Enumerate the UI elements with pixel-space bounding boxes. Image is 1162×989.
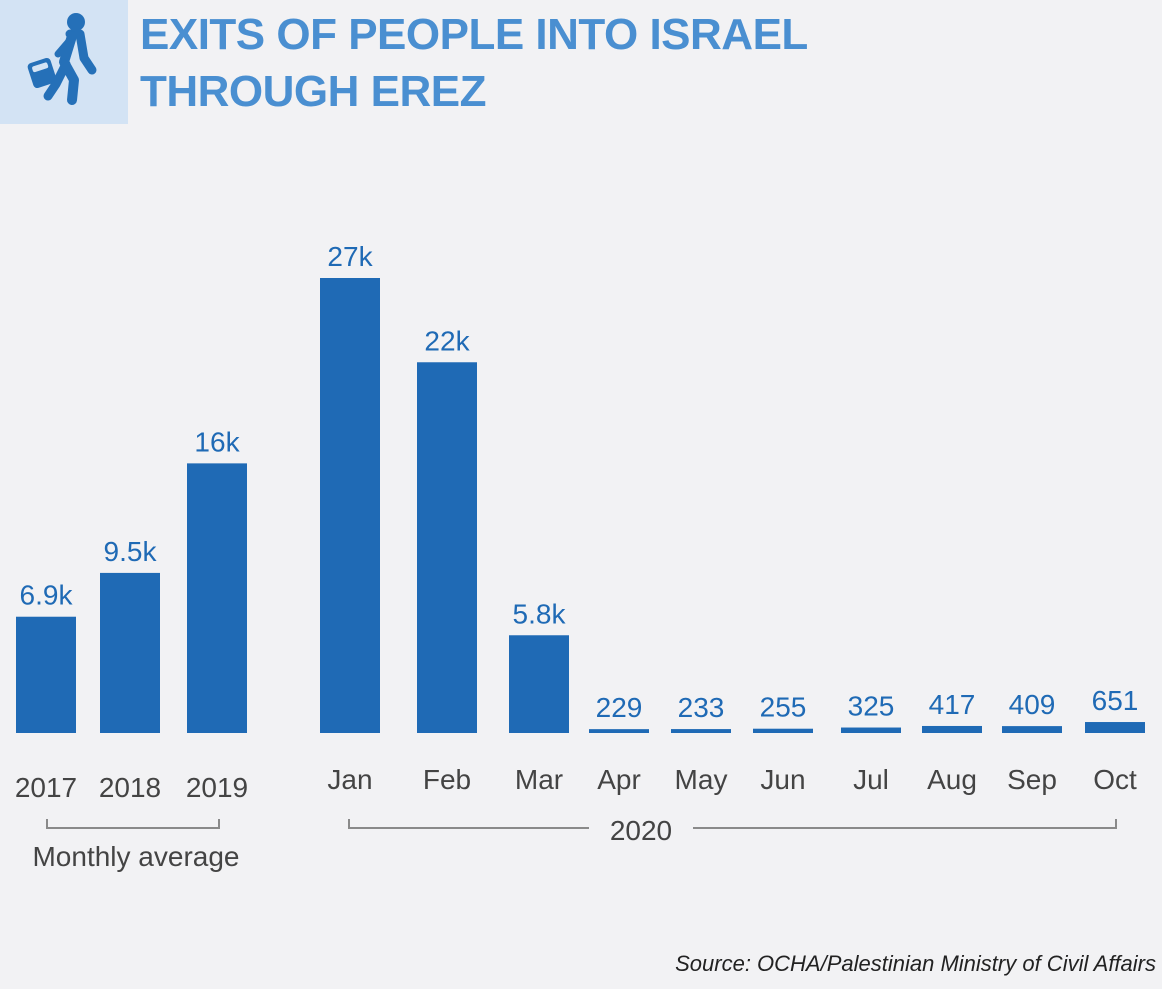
data-label-jan: 27k (327, 241, 373, 272)
data-label-apr: 229 (596, 692, 643, 723)
bar-apr (589, 729, 649, 733)
data-label-may: 233 (678, 692, 725, 723)
tick-label-may: May (675, 764, 728, 795)
title-line-2: THROUGH EREZ (140, 67, 486, 116)
bar-may (671, 729, 731, 733)
bar-mar (509, 635, 569, 733)
data-label-sep: 409 (1009, 689, 1056, 720)
bar-sep (1002, 726, 1062, 733)
title-line-1: EXITS OF PEOPLE INTO ISRAEL (140, 10, 808, 59)
tick-label-sep: Sep (1007, 764, 1057, 795)
bar-jul (841, 727, 901, 733)
person-walking-with-bag-icon (27, 13, 97, 105)
tick-label-jun: Jun (760, 764, 805, 795)
tick-label-mar: Mar (515, 764, 563, 795)
bar-2018 (100, 572, 160, 733)
data-label-2018: 9.5k (104, 536, 158, 567)
chart-title: EXITS OF PEOPLE INTO ISRAEL THROUGH EREZ (140, 6, 808, 120)
tick-label-jul: Jul (853, 764, 889, 795)
group-label-monthly-average: Monthly average (32, 841, 239, 872)
bar-aug (922, 725, 982, 733)
tick-label-aug: Aug (927, 764, 977, 795)
bar-2017 (16, 616, 76, 733)
tick-label-jan: Jan (327, 764, 372, 795)
bar-feb (417, 362, 477, 733)
bar-jun (753, 728, 813, 733)
data-label-jul: 325 (848, 691, 895, 722)
group-bracket-monthly-average (46, 819, 220, 829)
data-label-jun: 255 (760, 692, 807, 723)
tick-label-oct: Oct (1093, 764, 1137, 795)
bar-oct (1085, 722, 1145, 733)
data-label-2017: 6.9k (20, 580, 74, 611)
data-label-2019: 16k (194, 426, 240, 457)
tick-label-apr: Apr (597, 764, 641, 795)
tick-label-2017: 2017 (15, 772, 77, 803)
tick-label-feb: Feb (423, 764, 471, 795)
data-label-mar: 5.8k (513, 598, 567, 629)
data-label-feb: 22k (424, 325, 470, 356)
icon-box (0, 0, 128, 124)
data-label-aug: 417 (929, 689, 976, 720)
group-bracket-2020 (348, 819, 1117, 829)
tick-label-2018: 2018 (99, 772, 161, 803)
source-note: Source: OCHA/Palestinian Ministry of Civ… (675, 951, 1156, 976)
bar-jan (320, 278, 380, 733)
data-label-oct: 651 (1092, 685, 1139, 716)
bar-2019 (187, 463, 247, 733)
group-label-2020: 2020 (610, 815, 672, 846)
tick-label-2019: 2019 (186, 772, 248, 803)
